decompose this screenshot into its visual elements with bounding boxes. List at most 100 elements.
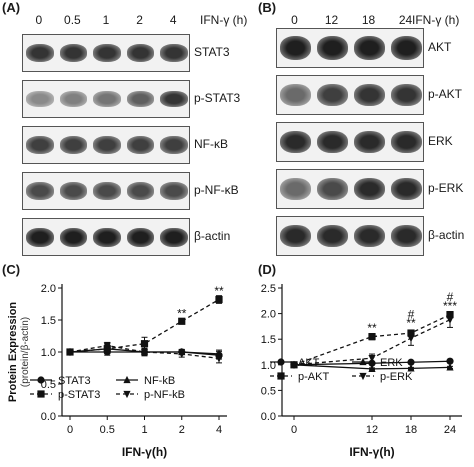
blot-protein-label: p-ERK — [428, 181, 464, 195]
blot-strip — [276, 169, 424, 209]
marker-square — [140, 340, 149, 348]
legend-label: p-NF-kB — [144, 389, 185, 401]
marker-circle — [277, 358, 285, 366]
marker-triangle-down — [368, 355, 376, 363]
y-tick-label: 1.5 — [41, 315, 56, 327]
blot-band — [26, 136, 54, 154]
x-tick-label: 0 — [291, 424, 297, 436]
marker-triangle-down — [359, 372, 367, 381]
blot-protein-label: β-actin — [428, 228, 465, 242]
timepoint-label: 0 — [35, 13, 43, 27]
blot-protein-label: p-NF-κB — [194, 183, 239, 197]
marker-square — [215, 295, 223, 304]
timepoint-label: 4 — [169, 13, 177, 27]
marker-square — [277, 372, 285, 380]
blot-protein-label: p-STAT3 — [194, 91, 241, 105]
blot-band — [354, 84, 385, 106]
legend-label: NF-kB — [144, 375, 175, 387]
panel-b-time-header: IFN-γ (h) — [412, 13, 460, 27]
y-tick-label: 0.0 — [261, 411, 276, 423]
marker-triangle-down — [290, 361, 298, 369]
marker-triangle-down — [407, 335, 415, 343]
significance-annotation: ** — [214, 284, 224, 298]
series-line — [69, 298, 220, 353]
y-tick-label: 1.5 — [261, 334, 276, 346]
timepoint-label: 1 — [102, 13, 110, 27]
panel-b-label: (B) — [258, 0, 277, 15]
blot-band — [280, 178, 311, 200]
blot-band — [280, 131, 311, 153]
blot-protein-label: STAT3 — [194, 45, 230, 59]
blot-band — [354, 131, 385, 153]
blot-band — [93, 182, 121, 200]
timepoint-label: 24 — [398, 13, 413, 27]
blot-band — [93, 227, 121, 247]
marker-triangle-up — [123, 375, 131, 384]
chart-c: 0.0 0.5 1.0 1.5 2.0 0 0.5 1 2 4 IFN-γ(h) Protein Ex… — [7, 283, 227, 459]
blot-band — [160, 91, 188, 107]
blot-band — [391, 36, 422, 60]
blot-band — [59, 44, 88, 62]
panel-a-time-header: IFN-γ (h) — [200, 13, 248, 27]
blot-band — [354, 36, 385, 60]
blot-band — [26, 91, 54, 107]
legend-label: AKT — [298, 357, 320, 369]
blot-band — [160, 182, 188, 200]
blot-band — [59, 136, 88, 154]
timepoint-label: 0.5 — [64, 13, 81, 27]
x-tick-label: 4 — [216, 424, 222, 436]
y-tick-label: 1.0 — [41, 347, 56, 359]
blot-band — [391, 84, 422, 106]
significance-annotation: ** — [406, 316, 416, 330]
x-axis-title: IFN-γ(h) — [349, 445, 394, 459]
timepoint-label: 0 — [291, 13, 298, 27]
marker-triangle-up — [215, 349, 223, 358]
series-p-ERK — [290, 311, 454, 369]
series-line — [293, 314, 451, 366]
blot-strip — [22, 172, 190, 210]
blot-band — [59, 91, 88, 107]
blot-band — [93, 136, 121, 154]
x-axis-title: IFN-γ(h) — [122, 445, 167, 459]
y-tick-label: 2.0 — [41, 283, 56, 295]
blot-band — [280, 225, 311, 247]
marker-triangle-down — [103, 342, 111, 350]
x-tick-label: 0.5 — [100, 424, 115, 436]
significance-annotation: *** — [443, 299, 457, 313]
blot-band — [26, 182, 54, 200]
significance-annotation: ** — [367, 321, 377, 335]
blot-band — [317, 84, 348, 106]
legend-label: p-STAT3 — [58, 389, 100, 401]
y-tick-label: 0.5 — [41, 379, 56, 391]
timepoint-label: 18 — [361, 13, 376, 27]
blot-band — [26, 227, 54, 247]
blot-band — [317, 131, 348, 153]
series-line — [293, 319, 451, 366]
blot-band — [317, 178, 348, 200]
blot-strip — [276, 28, 424, 68]
marker-square — [178, 317, 186, 325]
chart-d: 0.00.51.01.52.02.50 12 18 24IFN-γ(h)**#**#*… — [261, 283, 462, 459]
y-tick-label: 1.0 — [261, 360, 276, 372]
blot-band — [59, 227, 88, 247]
y-tick-label: 0.5 — [261, 385, 276, 397]
blot-band — [317, 225, 348, 247]
series-line — [293, 360, 451, 366]
blot-band — [391, 225, 422, 247]
blot-band — [93, 91, 121, 107]
blot-protein-label: NF-κB — [194, 137, 228, 151]
x-tick-label: 2 — [179, 424, 185, 436]
blot-band — [126, 136, 155, 154]
blot-band — [391, 178, 422, 200]
marker-triangle-down — [123, 390, 131, 399]
legend-label: ERK — [380, 357, 403, 369]
y-axis-subtitle: (protein/β-actin) — [20, 317, 31, 387]
blot-band — [354, 225, 385, 247]
blot-strip — [22, 34, 190, 72]
blot-band — [93, 44, 121, 62]
blot-strip — [276, 75, 424, 115]
blot-band — [280, 84, 311, 106]
marker-triangle-up — [359, 357, 367, 366]
timepoint-label: 12 — [324, 13, 339, 27]
y-tick-label: 2.5 — [261, 283, 276, 295]
